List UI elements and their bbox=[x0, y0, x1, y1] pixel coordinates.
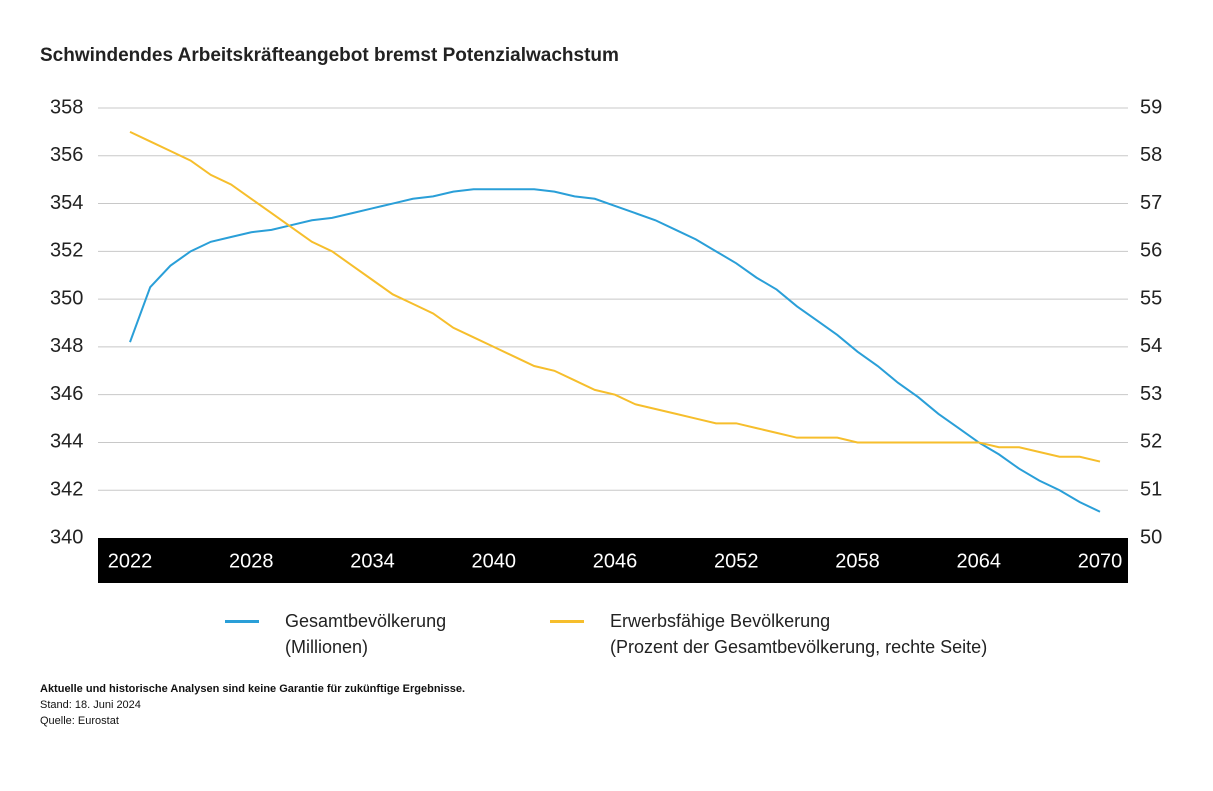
y-tick-label: 356 bbox=[50, 144, 83, 166]
legend-label: Erwerbsfähige Bevölkerung (Prozent der G… bbox=[610, 611, 988, 657]
y2-tick-label: 54 bbox=[1140, 335, 1162, 357]
y-tick-label: 344 bbox=[50, 431, 83, 453]
y-tick-label: 346 bbox=[50, 383, 83, 405]
x-tick-label: 2058 bbox=[835, 550, 880, 572]
y2-tick-label: 50 bbox=[1140, 526, 1162, 548]
x-tick-label: 2022 bbox=[108, 550, 153, 572]
legend-item: Gesamtbevölkerung (Millionen) bbox=[225, 608, 446, 660]
legend-label: Gesamtbevölkerung (Millionen) bbox=[285, 611, 447, 657]
y-tick-label: 352 bbox=[50, 240, 83, 262]
y2-tick-label: 59 bbox=[1140, 96, 1162, 118]
y2-tick-label: 56 bbox=[1140, 240, 1162, 262]
chart: Schwindendes Arbeitskräfteangebot bremst… bbox=[40, 45, 1162, 583]
x-tick-label: 2046 bbox=[593, 550, 638, 572]
y2-tick-label: 53 bbox=[1140, 383, 1162, 405]
x-tick-label: 2064 bbox=[957, 550, 1002, 572]
x-tick-label: 2070 bbox=[1078, 550, 1123, 572]
x-tick-label: 2040 bbox=[472, 550, 517, 572]
x-axis-band bbox=[98, 538, 1128, 583]
series-line bbox=[129, 130, 1101, 463]
y-tick-label: 358 bbox=[50, 96, 83, 118]
x-tick-label: 2034 bbox=[350, 550, 395, 572]
y-tick-label: 342 bbox=[50, 479, 83, 501]
y2-tick-label: 57 bbox=[1140, 192, 1162, 214]
y-tick-label: 354 bbox=[50, 192, 83, 214]
legend-swatch bbox=[550, 620, 584, 623]
x-tick-label: 2052 bbox=[714, 550, 759, 572]
legend-item: Erwerbsfähige Bevölkerung (Prozent der G… bbox=[550, 608, 987, 660]
legend-swatch bbox=[225, 620, 259, 623]
footnote: Aktuelle und historische Analysen sind k… bbox=[40, 683, 466, 695]
y2-tick-label: 58 bbox=[1140, 144, 1162, 166]
y2-tick-label: 52 bbox=[1140, 431, 1162, 453]
footnote: Quelle: Eurostat bbox=[40, 715, 119, 727]
x-tick-label: 2028 bbox=[229, 550, 274, 572]
y-tick-label: 340 bbox=[50, 526, 83, 548]
y2-tick-label: 55 bbox=[1140, 287, 1162, 309]
footnote: Stand: 18. Juni 2024 bbox=[40, 699, 141, 711]
y-tick-label: 350 bbox=[50, 287, 83, 309]
y-tick-label: 348 bbox=[50, 335, 83, 357]
series-line bbox=[129, 188, 1101, 513]
y2-tick-label: 51 bbox=[1140, 479, 1162, 501]
chart-title: Schwindendes Arbeitskräfteangebot bremst… bbox=[40, 45, 619, 66]
